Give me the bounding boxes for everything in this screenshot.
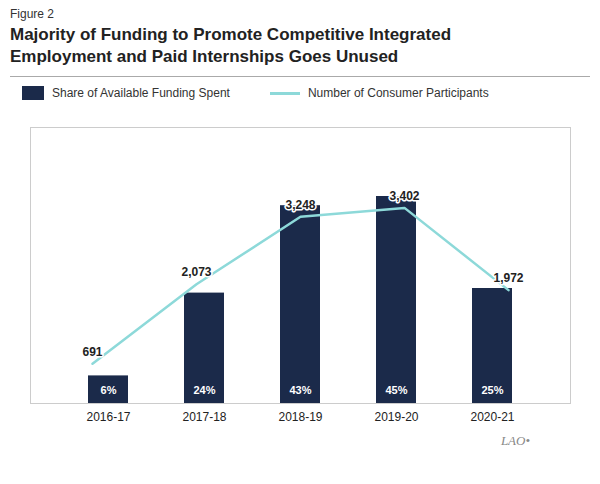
svg-text:2019-20: 2019-20 <box>374 410 418 424</box>
svg-text:2017-18: 2017-18 <box>182 410 226 424</box>
svg-text:43%: 43% <box>289 384 311 396</box>
svg-text:24%: 24% <box>193 384 215 396</box>
html-text:Share of Available Funding Spe: Share of Available Funding Spent <box>52 86 230 100</box>
svg-text:2,073: 2,073 <box>181 265 211 279</box>
svg-text:2018-19: 2018-19 <box>278 410 322 424</box>
svg-text:691: 691 <box>82 345 102 359</box>
svg-text:3,248: 3,248 <box>285 198 315 212</box>
html-text:Figure 2: Figure 2 <box>10 7 54 21</box>
svg-text:45%: 45% <box>385 384 407 396</box>
svg-text:1,972: 1,972 <box>493 271 523 285</box>
svg-text:2020-21: 2020-21 <box>470 410 514 424</box>
svg-text:3,402: 3,402 <box>389 189 419 203</box>
html-text:Number of Consumer Participant: Number of Consumer Participants <box>307 86 489 100</box>
svg-text:25%: 25% <box>481 384 503 396</box>
html-text:LAO•: LAO• <box>500 433 530 448</box>
svg-text:2016-17: 2016-17 <box>86 410 130 424</box>
html-text:Majority of Funding to Promote: Majority of Funding to Promote Competiti… <box>10 25 452 66</box>
svg-text:6%: 6% <box>101 384 117 396</box>
